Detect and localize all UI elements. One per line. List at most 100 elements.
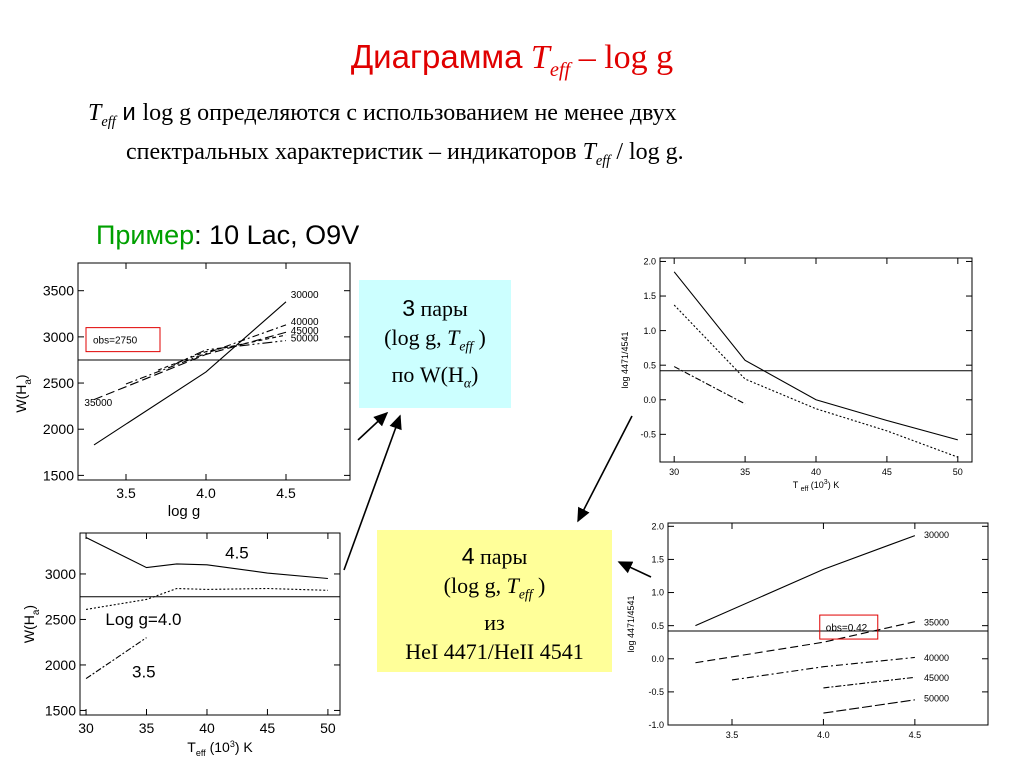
y-axis-label: W(Ha) — [13, 374, 34, 412]
y-tick-label: 2000 — [43, 421, 74, 437]
y-tick-label: 2500 — [43, 375, 74, 391]
intro-text: Teff и log g определяются с использовани… — [88, 98, 968, 176]
series-line — [823, 676, 915, 689]
chart-wha-vs-teff: 30 35 40 45 50 1500 2000 2500 3000 4.5 Log g=4.0 3.… — [21, 532, 341, 758]
x-axis-label: log g — [168, 503, 201, 520]
series-label: 45000 — [291, 326, 319, 337]
x-tick-label: 50 — [953, 467, 963, 477]
series-line — [673, 304, 959, 458]
series-line — [157, 334, 287, 371]
series-line — [695, 535, 916, 627]
y-tick-label: 2.0 — [651, 521, 664, 531]
x-tick-label: 35 — [740, 467, 750, 477]
y-tick-label: -0.5 — [648, 687, 664, 697]
y-tick-label: 0.5 — [643, 360, 656, 370]
x-axis-label: Teff (103) K — [187, 739, 253, 758]
series-label: 40000 — [291, 317, 319, 328]
obs-box — [819, 614, 879, 640]
series-label: 50000 — [924, 694, 949, 704]
series-line — [173, 340, 287, 366]
y-tick-label: 2.0 — [643, 257, 656, 267]
example-star: : 10 Lac, O9V — [194, 220, 360, 250]
y-tick-label: 0.0 — [643, 395, 656, 405]
chart-wha-vs-logg: 3.5 4.0 4.5 1500 2000 2500 3000 3500 30000 400004… — [13, 262, 351, 520]
series-line — [823, 699, 915, 714]
series-line — [695, 621, 915, 664]
series-line — [673, 366, 746, 405]
title-rest: – log g — [570, 39, 674, 76]
y-tick-label: 1500 — [43, 467, 74, 483]
y-tick-label: 1.5 — [651, 555, 664, 565]
series-label: 50000 — [291, 333, 319, 344]
y-tick-label: 1500 — [45, 702, 76, 718]
x-axis-label: T eff (103) K — [793, 479, 839, 493]
series-label: 4.5 — [225, 543, 249, 562]
intro-line-2: спектральных характеристик – индикаторов… — [126, 138, 684, 169]
x-tick-label: 40 — [199, 720, 215, 736]
y-tick-label: 3500 — [43, 283, 74, 299]
y-tick-label: 0.0 — [651, 654, 664, 664]
x-tick-label: 45 — [882, 467, 892, 477]
x-tick-label: 4.5 — [909, 730, 922, 740]
x-tick-label: 3.5 — [726, 730, 739, 740]
arrow-chart-tl-to-box3 — [357, 411, 389, 441]
example-label: Пример — [96, 220, 195, 250]
y-tick-label: 1.0 — [643, 326, 656, 336]
x-tick-label: 4.5 — [276, 485, 296, 501]
x-tick-label: 30 — [669, 467, 679, 477]
chart-hei-heii-vs-teff: 30 35 40 45 50 -0.5 0.0 0.5 1.0 1.5 2.0 T eff (103)… — [620, 257, 973, 493]
series-line — [93, 331, 287, 401]
series-line — [673, 271, 958, 441]
plot-frame — [79, 532, 341, 716]
x-tick-label: 35 — [139, 720, 155, 736]
plot-frame — [667, 522, 989, 726]
series-label: 35000 — [84, 398, 112, 409]
series-label: 30000 — [924, 530, 949, 540]
slide-title: Диаграмма Teff – log g — [0, 38, 1024, 82]
y-axis-label: log 4471/4541 — [620, 331, 630, 388]
obs-label: obs=2750 — [93, 336, 138, 347]
box3-line-2: (log g, Teff ) — [384, 325, 486, 354]
x-tick-label: 45 — [260, 720, 276, 736]
plot-frame — [77, 262, 351, 481]
series-label: 35000 — [924, 617, 949, 627]
x-tick-label: 50 — [320, 720, 336, 736]
series-label: 40000 — [924, 653, 949, 663]
series-label: Log g=4.0 — [105, 610, 181, 629]
series-line — [85, 587, 328, 610]
series-line — [731, 656, 915, 681]
x-tick-label: 3.5 — [116, 485, 136, 501]
box3-line-1: 3 пары — [402, 295, 468, 321]
box-four-pairs: 4 пары (log g, Teff ) из HeI 4471/HeII 4… — [377, 530, 612, 672]
box4-line-1: 4 пары — [461, 543, 528, 569]
y-tick-label: 3000 — [45, 566, 76, 582]
chart-hei-heii-vs-logg: 3.5 4.0 4.5 -1.0 -0.5 0.0 0.5 1.0 1.5 2.0 30000 350… — [626, 521, 989, 740]
y-tick-label: 3000 — [43, 329, 74, 345]
y-tick-label: -0.5 — [640, 429, 656, 439]
x-tick-label: 4.0 — [817, 730, 830, 740]
series-line — [125, 324, 287, 385]
box4-line-3: из — [484, 610, 505, 636]
box3-line-3: по W(Hα) — [391, 362, 479, 391]
y-tick-label: -1.0 — [648, 720, 664, 730]
y-tick-label: 1.5 — [643, 291, 656, 301]
y-tick-label: 1.0 — [651, 588, 664, 598]
series-line — [93, 301, 287, 446]
title-word: Диаграмма — [350, 38, 523, 75]
series-label: 30000 — [291, 290, 319, 301]
y-tick-label: 0.5 — [651, 621, 664, 631]
example-line: Пример: 10 Lac, O9V — [96, 220, 359, 251]
series-label: 45000 — [924, 673, 949, 683]
series-line — [85, 637, 147, 680]
x-tick-label: 40 — [811, 467, 821, 477]
x-tick-label: 4.0 — [196, 485, 216, 501]
y-axis-label: log 4471/4541 — [626, 595, 636, 652]
y-tick-label: 2500 — [45, 611, 76, 627]
obs-box — [85, 327, 161, 353]
y-tick-label: 2000 — [45, 657, 76, 673]
obs-label: obs=0.42 — [826, 623, 868, 634]
box4-line-2: (log g, Teff ) — [443, 573, 546, 602]
series-label: 3.5 — [132, 663, 156, 682]
intro-line-1: Teff и log g определяются с использовани… — [88, 99, 677, 130]
x-tick-label: 30 — [78, 720, 94, 736]
